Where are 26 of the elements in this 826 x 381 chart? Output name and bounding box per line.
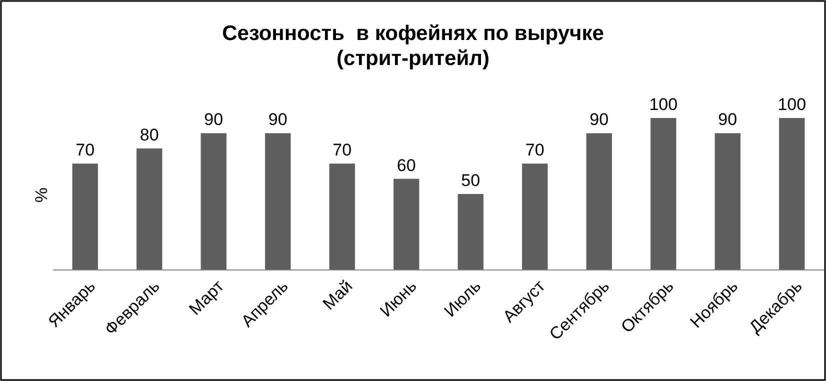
bar (200, 133, 226, 270)
data-label: 50 (461, 171, 480, 190)
chart-title: Сезонность в кофейнях по выручке (стрит-ритейл) (222, 22, 604, 70)
data-label: 70 (525, 140, 544, 160)
data-label: 60 (396, 156, 416, 175)
bar (458, 194, 484, 270)
data-label: 90 (268, 110, 288, 130)
bar (522, 164, 548, 270)
data-label: 70 (76, 140, 95, 160)
data-label: 90 (718, 110, 738, 130)
bar (329, 164, 355, 270)
data-label: 100 (649, 95, 678, 114)
y-axis-title: % (32, 187, 51, 203)
bar (779, 118, 805, 270)
bar (394, 178, 420, 270)
data-label: 80 (140, 125, 159, 144)
data-label: 100 (778, 95, 806, 114)
bar (72, 164, 98, 270)
data-label: 90 (204, 110, 224, 130)
data-label: 70 (332, 140, 352, 160)
data-label: 90 (590, 110, 609, 130)
bar (650, 118, 676, 270)
bar (136, 148, 162, 270)
bar (714, 133, 740, 270)
bar (586, 133, 612, 270)
bar (265, 133, 291, 270)
